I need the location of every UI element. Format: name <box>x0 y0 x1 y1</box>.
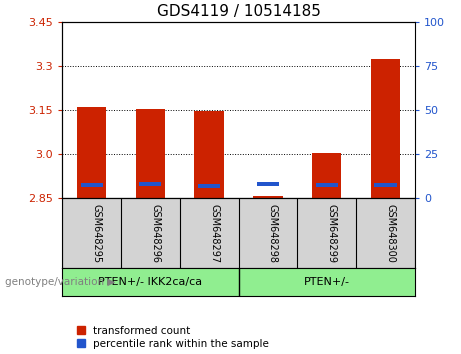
Text: GSM648298: GSM648298 <box>268 204 278 263</box>
Bar <box>198 184 220 188</box>
Legend: transformed count, percentile rank within the sample: transformed count, percentile rank withi… <box>77 326 269 349</box>
Text: PTEN+/-: PTEN+/- <box>304 277 350 287</box>
Bar <box>136 109 165 198</box>
Bar <box>316 183 338 187</box>
Title: GDS4119 / 10514185: GDS4119 / 10514185 <box>157 5 320 19</box>
Text: GSM648295: GSM648295 <box>92 204 101 263</box>
Text: genotype/variation ▶: genotype/variation ▶ <box>5 277 115 287</box>
Text: GSM648299: GSM648299 <box>327 204 337 263</box>
Bar <box>81 183 103 187</box>
Bar <box>374 183 396 187</box>
Bar <box>253 196 283 198</box>
Bar <box>371 59 400 198</box>
Text: GSM648300: GSM648300 <box>385 204 396 262</box>
Bar <box>257 182 279 186</box>
Text: GSM648297: GSM648297 <box>209 204 219 263</box>
Bar <box>312 153 342 198</box>
Text: GSM648296: GSM648296 <box>150 204 160 263</box>
Text: PTEN+/- IKK2ca/ca: PTEN+/- IKK2ca/ca <box>98 277 202 287</box>
Bar <box>77 107 106 198</box>
Bar <box>195 112 224 198</box>
Bar <box>139 182 161 186</box>
